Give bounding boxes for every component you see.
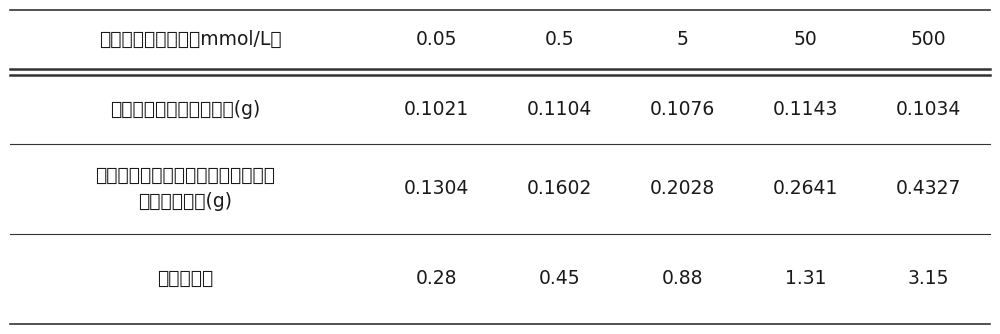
Text: 1.31: 1.31 bbox=[785, 270, 826, 288]
Text: 0.45: 0.45 bbox=[539, 270, 580, 288]
Text: 0.1076: 0.1076 bbox=[650, 100, 715, 119]
Text: 三聚氰胺基海绵初始质量(g): 三聚氰胺基海绵初始质量(g) bbox=[110, 100, 260, 119]
Text: 0.4327: 0.4327 bbox=[896, 179, 961, 198]
Text: 0.05: 0.05 bbox=[416, 30, 457, 49]
Text: 0.2641: 0.2641 bbox=[773, 179, 838, 198]
Text: 0.5: 0.5 bbox=[545, 30, 574, 49]
Text: 基海绵的质量(g): 基海绵的质量(g) bbox=[138, 192, 232, 211]
Text: 0.1602: 0.1602 bbox=[527, 179, 592, 198]
Text: 5: 5 bbox=[677, 30, 688, 49]
Text: 0.1304: 0.1304 bbox=[404, 179, 469, 198]
Text: 0.1143: 0.1143 bbox=[773, 100, 838, 119]
Text: 500: 500 bbox=[911, 30, 946, 49]
Text: 50: 50 bbox=[794, 30, 817, 49]
Text: 制得的用于吸附水面浮油的三聚氰胺: 制得的用于吸附水面浮油的三聚氰胺 bbox=[95, 166, 275, 185]
Text: 0.1034: 0.1034 bbox=[896, 100, 961, 119]
Text: 0.28: 0.28 bbox=[416, 270, 457, 288]
Text: 0.88: 0.88 bbox=[662, 270, 703, 288]
Text: 0.2028: 0.2028 bbox=[650, 179, 715, 198]
Text: 3.15: 3.15 bbox=[908, 270, 949, 288]
Text: 六水合硝酸钴浓度（mmol/L）: 六水合硝酸钴浓度（mmol/L） bbox=[99, 30, 281, 49]
Text: 0.1104: 0.1104 bbox=[527, 100, 592, 119]
Text: 0.1021: 0.1021 bbox=[404, 100, 469, 119]
Text: 质量增量比: 质量增量比 bbox=[157, 270, 213, 288]
